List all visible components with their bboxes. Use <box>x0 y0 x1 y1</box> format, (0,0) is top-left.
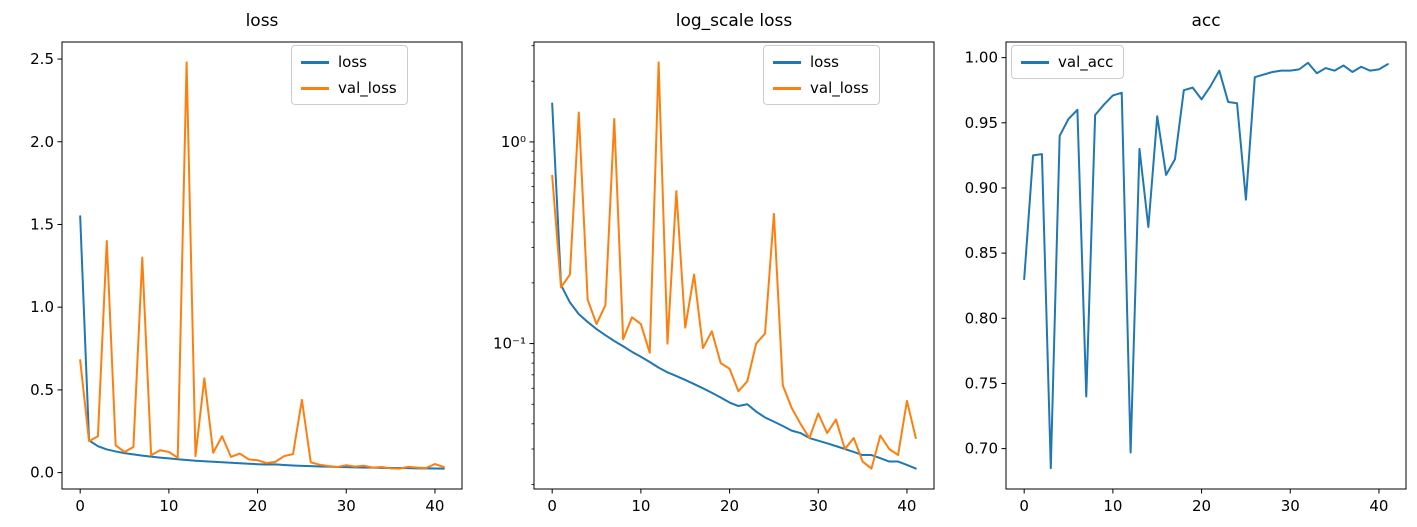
svg-text:0: 0 <box>75 497 85 515</box>
svg-text:0: 0 <box>547 497 557 515</box>
svg-text:1.0: 1.0 <box>30 298 54 316</box>
legend-label: loss <box>338 53 367 71</box>
svg-text:10: 10 <box>159 497 178 515</box>
svg-text:40: 40 <box>425 497 444 515</box>
svg-text:1.5: 1.5 <box>30 215 54 233</box>
svg-text:1.00: 1.00 <box>965 49 998 67</box>
svg-text:0.95: 0.95 <box>965 114 998 132</box>
val-loss-line-swatch <box>773 86 801 90</box>
chart-title: loss <box>245 11 279 31</box>
svg-text:10⁻¹: 10⁻¹ <box>493 335 526 353</box>
legend-label: val_loss <box>338 79 397 97</box>
legend-label: loss <box>810 53 839 71</box>
legend-label: val_loss <box>810 79 869 97</box>
val-loss-line-swatch <box>301 86 329 90</box>
chart-title: acc <box>1191 11 1221 31</box>
svg-text:0.70: 0.70 <box>965 440 998 458</box>
legend-entry: loss <box>301 51 397 73</box>
svg-text:20: 20 <box>720 497 739 515</box>
svg-text:30: 30 <box>1281 497 1300 515</box>
svg-text:0.80: 0.80 <box>965 309 998 327</box>
legend-label: val_acc <box>1058 53 1114 71</box>
legend-entry: val_loss <box>773 77 869 99</box>
svg-text:2.0: 2.0 <box>30 133 54 151</box>
subplot-loss: loss 0 10 20 30 40 0.0 0.5 1.0 1.5 2.0 2.5 loss va… <box>0 0 472 527</box>
svg-text:0.5: 0.5 <box>30 381 54 399</box>
loss-line-swatch <box>773 60 801 64</box>
svg-text:20: 20 <box>1192 497 1211 515</box>
log-loss-plot-canvas: 0 10 20 30 40 10⁰ 10⁻¹ <box>493 41 935 515</box>
svg-text:10: 10 <box>631 497 650 515</box>
svg-text:0.75: 0.75 <box>965 374 998 392</box>
subplot-log-scale-loss: log_scale loss 0 10 20 30 40 10⁰ 10⁻¹ loss val… <box>472 0 944 527</box>
legend: val_acc <box>1011 45 1125 79</box>
svg-text:0: 0 <box>1019 497 1029 515</box>
acc-plot-canvas: 0 10 20 30 40 0.70 0.75 0.80 0.85 0.90 0.95 1.00 <box>965 41 1407 515</box>
legend-entry: loss <box>773 51 869 73</box>
svg-text:0.85: 0.85 <box>965 244 998 262</box>
svg-text:0.0: 0.0 <box>30 464 54 482</box>
svg-text:2.5: 2.5 <box>30 50 54 68</box>
svg-text:30: 30 <box>337 497 356 515</box>
svg-text:10⁰: 10⁰ <box>501 133 526 151</box>
chart-title: log_scale loss <box>675 11 793 31</box>
svg-text:10: 10 <box>1103 497 1122 515</box>
loss-plot-canvas: 0 10 20 30 40 0.0 0.5 1.0 1.5 2.0 2.5 <box>30 41 463 515</box>
legend: loss val_loss <box>763 45 880 105</box>
legend-entry: val_loss <box>301 77 397 99</box>
legend-entry: val_acc <box>1021 51 1113 73</box>
val-acc-line-swatch <box>1021 60 1049 64</box>
svg-text:40: 40 <box>1369 497 1388 515</box>
svg-text:0.90: 0.90 <box>965 179 998 197</box>
svg-text:20: 20 <box>248 497 267 515</box>
subplot-acc: acc 0 10 20 30 40 0.70 0.75 0.80 0.85 0.90 0.95 1.0… <box>944 0 1416 527</box>
loss-line-swatch <box>301 60 329 64</box>
svg-text:40: 40 <box>897 497 916 515</box>
svg-text:30: 30 <box>809 497 828 515</box>
legend: loss val_loss <box>291 45 408 105</box>
